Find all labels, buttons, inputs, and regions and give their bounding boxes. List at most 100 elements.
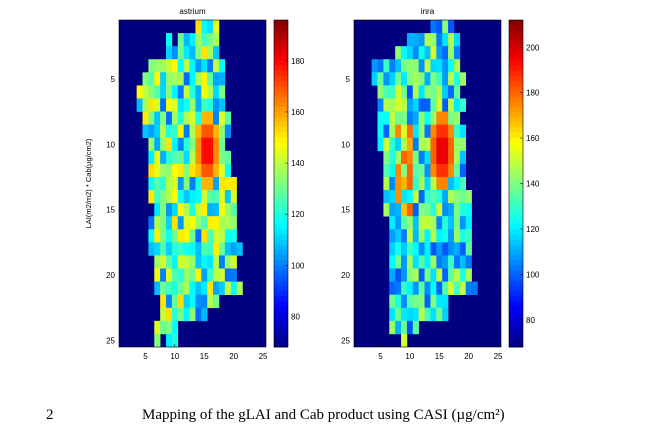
heatmap-cell (171, 229, 179, 243)
colorbar-segment (274, 45, 288, 52)
heatmap-cell (207, 124, 214, 139)
heatmap-cell (430, 111, 437, 125)
heatmap-cell (195, 98, 202, 112)
heatmap-cell (142, 85, 149, 99)
heatmap-cell (183, 242, 190, 256)
colorbar-tick-label: 80 (526, 316, 535, 325)
heatmap-cell (465, 255, 472, 269)
heatmap-cell (377, 111, 384, 125)
heatmap-cell (412, 268, 419, 282)
heatmap-cell (401, 163, 408, 178)
heatmap-cell (412, 203, 419, 217)
heatmap-cell (448, 176, 455, 191)
heatmap-cell (395, 85, 402, 99)
heatmap-cell (459, 163, 467, 178)
heatmap-cell (148, 190, 155, 204)
heatmap-cell (442, 111, 449, 125)
colorbar-tick-label: 180 (291, 57, 305, 66)
heatmap-cell (160, 320, 167, 335)
heatmap-cell (430, 229, 437, 243)
colorbar-tick-label: 100 (526, 270, 540, 279)
heatmap-cell (383, 59, 390, 73)
colorbar-segment (274, 137, 288, 144)
heatmap-cell (406, 85, 414, 99)
heatmap-cell (436, 98, 443, 112)
heatmap-cell (136, 98, 143, 112)
heatmap-cell (406, 307, 414, 322)
heatmap-cell (154, 150, 161, 165)
heatmap-cell (418, 255, 425, 269)
heatmap-cell (201, 163, 208, 178)
colorbar-segment (509, 249, 523, 256)
heatmap-cell (230, 176, 237, 191)
heatmap-cell (401, 333, 408, 348)
heatmap-cell (189, 59, 196, 73)
heatmap-cell (412, 229, 419, 243)
heatmap-cell (459, 150, 467, 165)
heatmap-cell (213, 150, 220, 165)
x-tick-label: 20 (229, 352, 238, 361)
y-axis-label: LAI(m2/m2) * Cab(µg/cm2) (84, 138, 93, 228)
heatmap-cell (406, 33, 414, 47)
heatmap-cell (453, 137, 461, 152)
heatmap-cell (218, 190, 226, 204)
heatmap-cell (430, 294, 437, 309)
heatmap-cell (436, 255, 443, 269)
heatmap-cell (171, 111, 179, 125)
heatmap-cell (471, 281, 478, 295)
heatmap-cell (401, 307, 408, 322)
heatmap-cell (436, 59, 443, 73)
heatmap-cell (389, 320, 396, 335)
heatmap-cell (453, 72, 461, 86)
heatmap-cell (459, 124, 467, 139)
heatmap-cell (406, 137, 414, 152)
heatmap-cell (442, 281, 449, 295)
colorbar-segment (509, 40, 523, 46)
heatmap-cell (424, 294, 431, 309)
heatmap-cell (406, 59, 414, 73)
heatmap-cell (424, 150, 431, 165)
colorbar-segment (274, 290, 288, 297)
caption-text: Mapping of the gLAI and Cab product usin… (142, 407, 505, 423)
heatmap-cell (418, 98, 425, 112)
heatmap-cell (424, 85, 431, 99)
heatmap-cell (430, 59, 437, 73)
heatmap-cell (389, 59, 396, 73)
colorbar-segment (509, 311, 523, 317)
heatmap-cell (201, 59, 208, 73)
heatmap-cell (183, 268, 190, 282)
heatmap-cell (424, 268, 431, 282)
heatmap-cell (201, 294, 208, 309)
heatmap-cell (177, 176, 184, 191)
heatmap-cell (154, 124, 161, 139)
heatmap-cell (424, 190, 431, 204)
heatmap-cell (171, 163, 179, 178)
heatmap-cell (442, 294, 449, 309)
heatmap-cell (418, 190, 425, 204)
colorbar-segment (509, 65, 523, 72)
heatmap-cell (195, 176, 202, 191)
heatmap-cell (195, 46, 202, 60)
heatmap-cell (442, 307, 449, 322)
heatmap-cell (448, 255, 455, 269)
heatmap-cell (189, 111, 196, 125)
heatmap-cell (418, 229, 425, 243)
colorbar-segment (509, 188, 523, 195)
heatmap-cell (183, 163, 190, 178)
colorbar-segment (509, 152, 523, 159)
heatmap-cell (424, 242, 431, 256)
colorbar-segment (274, 336, 288, 343)
heatmap-cell (424, 229, 431, 243)
colorbar-tick-label: 180 (526, 89, 540, 98)
heatmap-cell (401, 137, 408, 152)
heatmap-cell (154, 333, 161, 348)
heatmap-cell (218, 150, 226, 165)
x-tick-label: 25 (494, 352, 503, 361)
heatmap-cell (389, 268, 396, 282)
heatmap-cell (195, 150, 202, 165)
heatmap-cell (177, 137, 184, 152)
heatmap-cell (430, 203, 437, 217)
colorbar-segment (274, 306, 288, 312)
heatmap-cell (154, 320, 161, 335)
colorbar-segment (274, 127, 288, 133)
